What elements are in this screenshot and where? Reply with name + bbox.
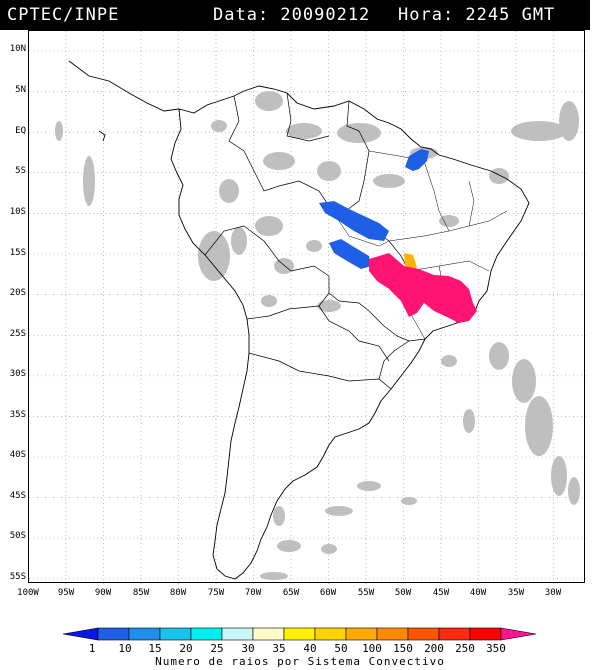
colorbar-swatch: [159, 627, 192, 641]
date-label: Data: 20090212: [213, 5, 371, 25]
colorbar-label: 25: [210, 642, 224, 655]
lon-label: 40W: [469, 588, 487, 598]
lat-label: 40S: [9, 450, 26, 460]
lightning-map: [29, 31, 586, 584]
colorbar-swatch: [407, 627, 440, 641]
lon-label: 85W: [132, 588, 150, 598]
lon-label: 70W: [244, 588, 262, 598]
lat-label: 35S: [9, 410, 26, 420]
lon-label: 55W: [357, 588, 375, 598]
lat-label: 25S: [9, 329, 26, 339]
convective-cell-central: [319, 201, 389, 241]
lat-label: 15S: [9, 248, 26, 258]
colorbar-label: 350: [486, 642, 506, 655]
colorbar-caption: Numero de raios por Sistema Convectivo: [155, 655, 445, 668]
coastline: [68, 60, 530, 580]
colorbar-swatch: [500, 627, 537, 641]
colorbar-label: 1: [88, 642, 96, 655]
colorbar-label: 20: [179, 642, 193, 655]
convective-cell-southeast: [369, 253, 477, 323]
header-bar: CPTEC/INPE Data: 20090212 Hora: 2245 GMT: [0, 0, 590, 30]
lon-label: 80W: [169, 588, 187, 598]
colorbar-swatch: [314, 627, 347, 641]
lon-label: 45W: [432, 588, 450, 598]
lat-label: 20S: [9, 288, 26, 298]
convective-cell-north: [405, 149, 429, 171]
colorbar-swatch: [376, 627, 409, 641]
lon-label: 60W: [319, 588, 337, 598]
colorbar-label: 250: [455, 642, 475, 655]
colorbar-swatch: [221, 627, 254, 641]
colorbar-swatch: [190, 627, 223, 641]
colorbar-swatch: [438, 627, 471, 641]
lat-label: EQ: [15, 126, 26, 136]
satellite-cloud-cover: [55, 91, 580, 580]
colorbar-label: 100: [362, 642, 382, 655]
lon-label: 50W: [394, 588, 412, 598]
colorbar-label: 40: [303, 642, 317, 655]
lon-label: 30W: [544, 588, 562, 598]
lat-label: 50S: [9, 531, 26, 541]
colorbar-swatch: [128, 627, 161, 641]
time-label: Hora: 2245 GMT: [398, 5, 556, 25]
colorbar-swatch: [345, 627, 378, 641]
lat-label: 5N: [15, 85, 26, 95]
map-frame: [28, 30, 586, 584]
colorbar-label: 30: [241, 642, 255, 655]
colorbar-label: 150: [393, 642, 413, 655]
lat-label: 5S: [15, 166, 26, 176]
colorbar: [62, 627, 537, 641]
lat-label: 55S: [9, 572, 26, 582]
colorbar-swatch: [283, 627, 316, 641]
colorbar-label: 35: [272, 642, 286, 655]
lat-label: 10N: [9, 44, 26, 54]
colorbar-swatch: [252, 627, 285, 641]
lon-label: 100W: [17, 588, 39, 598]
colorbar-label: 50: [334, 642, 348, 655]
lat-label: 30S: [9, 369, 26, 379]
colorbar-swatch: [469, 627, 502, 641]
source-label: CPTEC/INPE: [7, 5, 120, 25]
lon-label: 65W: [282, 588, 300, 598]
colorbar-label: 200: [424, 642, 444, 655]
convective-systems: [319, 149, 477, 323]
lon-label: 75W: [207, 588, 225, 598]
colorbar-label: 10: [118, 642, 132, 655]
lon-label: 35W: [507, 588, 525, 598]
colorbar-swatch: [97, 627, 130, 641]
colorbar-swatch: [62, 627, 99, 641]
lat-label: 10S: [9, 207, 26, 217]
lon-label: 95W: [57, 588, 75, 598]
convective-cell-southwest: [329, 239, 371, 269]
lon-label: 90W: [94, 588, 112, 598]
lat-label: 45S: [9, 491, 26, 501]
colorbar-label: 15: [148, 642, 162, 655]
